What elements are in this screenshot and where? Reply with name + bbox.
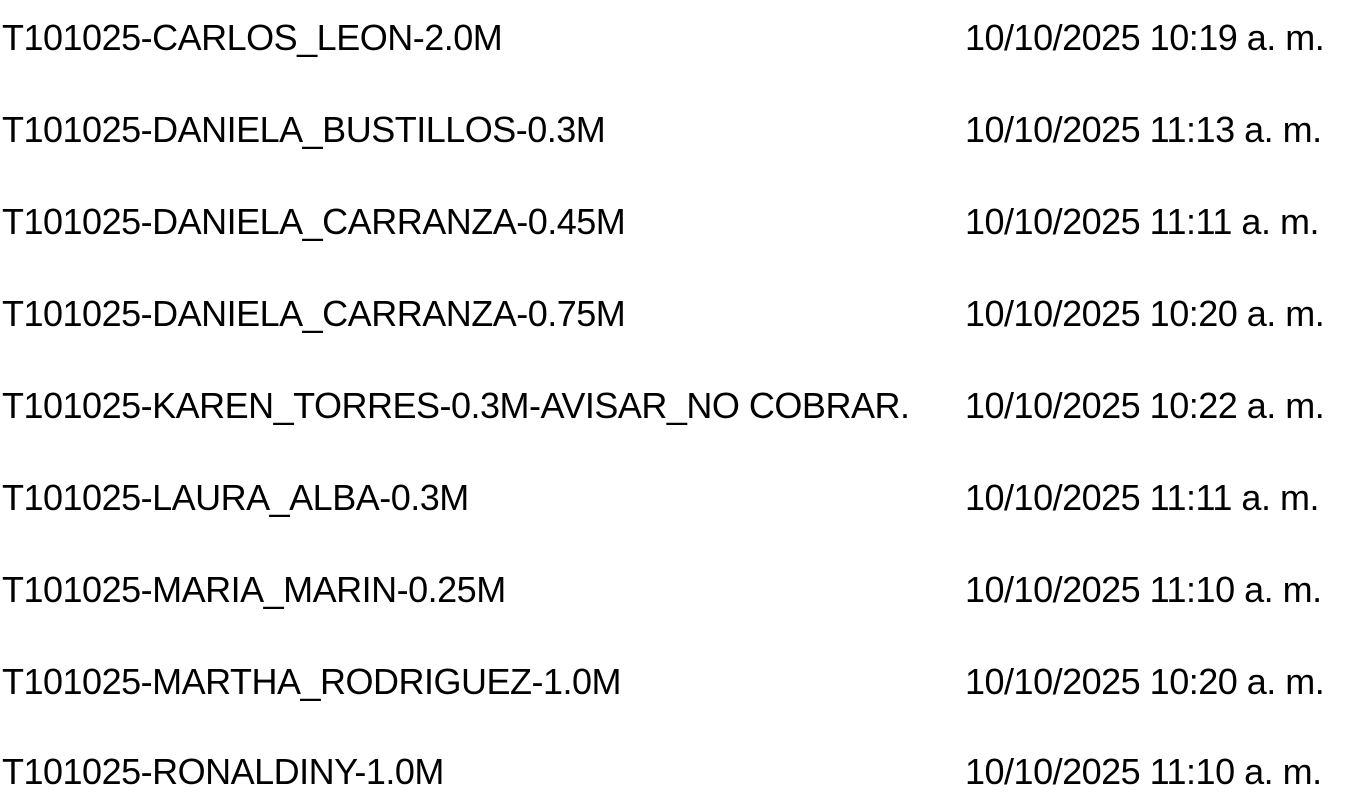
- file-row[interactable]: T101025-MARTHA_RODRIGUEZ-1.0M 10/10/2025…: [0, 652, 1360, 712]
- file-modified-date: 10/10/2025 10:19 a. m.: [965, 17, 1325, 58]
- file-row[interactable]: T101025-MARIA_MARIN-0.25M 10/10/2025 11:…: [0, 560, 1360, 620]
- file-modified-date: 10/10/2025 10:20 a. m.: [965, 661, 1325, 702]
- file-name: T101025-MARTHA_RODRIGUEZ-1.0M: [2, 661, 622, 702]
- file-name: T101025-DANIELA_CARRANZA-0.45M: [2, 201, 626, 242]
- file-name: T101025-CARLOS_LEON-2.0M: [2, 17, 503, 58]
- file-row[interactable]: T101025-DANIELA_CARRANZA-0.45M 10/10/202…: [0, 192, 1360, 252]
- file-row[interactable]: T101025-DANIELA_BUSTILLOS-0.3M 10/10/202…: [0, 100, 1360, 160]
- file-name: T101025-RONALDINY-1.0M: [2, 751, 444, 792]
- file-name: T101025-KAREN_TORRES-0.3M-AVISAR_NO COBR…: [2, 385, 910, 426]
- file-name: T101025-MARIA_MARIN-0.25M: [2, 569, 506, 610]
- file-modified-date: 10/10/2025 11:10 a. m.: [965, 569, 1322, 610]
- file-row[interactable]: T101025-KAREN_TORRES-0.3M-AVISAR_NO COBR…: [0, 376, 1360, 436]
- file-modified-date: 10/10/2025 11:10 a. m.: [965, 751, 1322, 792]
- file-row[interactable]: T101025-CARLOS_LEON-2.0M 10/10/2025 10:1…: [0, 8, 1360, 68]
- file-name: T101025-DANIELA_BUSTILLOS-0.3M: [2, 109, 606, 150]
- file-modified-date: 10/10/2025 10:20 a. m.: [965, 293, 1325, 334]
- file-modified-date: 10/10/2025 11:11 a. m.: [965, 201, 1319, 242]
- file-modified-date: 10/10/2025 10:22 a. m.: [965, 385, 1325, 426]
- file-modified-date: 10/10/2025 11:13 a. m.: [965, 109, 1322, 150]
- file-row[interactable]: T101025-RONALDINY-1.0M 10/10/2025 11:10 …: [0, 742, 1360, 802]
- file-modified-date: 10/10/2025 11:11 a. m.: [965, 477, 1319, 518]
- file-name: T101025-LAURA_ALBA-0.3M: [2, 477, 469, 518]
- file-name: T101025-DANIELA_CARRANZA-0.75M: [2, 293, 626, 334]
- file-row[interactable]: T101025-DANIELA_CARRANZA-0.75M 10/10/202…: [0, 284, 1360, 344]
- file-row[interactable]: T101025-LAURA_ALBA-0.3M 10/10/2025 11:11…: [0, 468, 1360, 528]
